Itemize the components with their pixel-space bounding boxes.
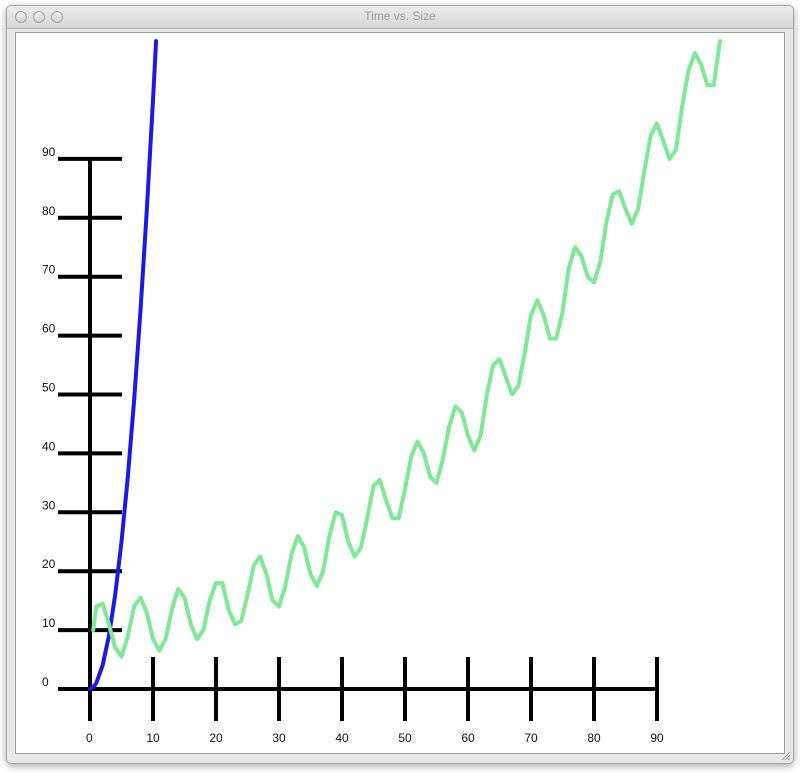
tick-labels: 0 10 20 30 40 50 60 70 80 90 0 10 20 30 40 50 60 70 80 90	[42, 145, 664, 745]
resize-grip-icon[interactable]	[781, 751, 791, 761]
y-tick-label-60: 60	[42, 322, 56, 336]
y-tick-label-0: 0	[42, 675, 49, 689]
close-window-button[interactable]	[15, 11, 27, 23]
x-tick-label-40: 40	[335, 731, 349, 745]
y-tick-label-80: 80	[42, 204, 56, 218]
series-line-2	[91, 39, 722, 659]
series-group	[88, 39, 722, 691]
x-tick-label-70: 70	[524, 731, 538, 745]
x-tick-label-0: 0	[86, 731, 93, 745]
x-tick-label-90: 90	[650, 731, 664, 745]
x-tick-label-20: 20	[209, 731, 223, 745]
y-tick-label-40: 40	[42, 439, 56, 453]
y-tick-label-30: 30	[42, 498, 56, 512]
x-tick-label-10: 10	[146, 731, 160, 745]
y-tick-label-70: 70	[42, 263, 56, 277]
x-tick-label-60: 60	[461, 731, 475, 745]
y-tick-label-20: 20	[42, 557, 56, 571]
y-tick-label-10: 10	[42, 616, 56, 630]
minimize-window-button[interactable]	[33, 11, 45, 23]
series-line-1	[88, 39, 159, 691]
zoom-window-button[interactable]	[51, 11, 63, 23]
app-window: Time vs. Size 0 10 20 30 40 50 60 70 80 90 0 10 20 30…	[6, 5, 794, 764]
y-tick-label-90: 90	[42, 145, 56, 159]
axes	[58, 156, 659, 721]
y-tick-label-50: 50	[42, 381, 56, 395]
x-tick-label-80: 80	[587, 731, 601, 745]
title-bar[interactable]: Time vs. Size	[7, 6, 793, 29]
plot-canvas: 0 10 20 30 40 50 60 70 80 90 0 10 20 30 40 50 60 70 80 90	[15, 32, 785, 754]
x-tick-label-30: 30	[272, 731, 286, 745]
window-title: Time vs. Size	[364, 9, 436, 23]
x-tick-label-50: 50	[398, 731, 412, 745]
chart: 0 10 20 30 40 50 60 70 80 90 0 10 20 30 40 50 60 70 80 90	[42, 39, 722, 745]
